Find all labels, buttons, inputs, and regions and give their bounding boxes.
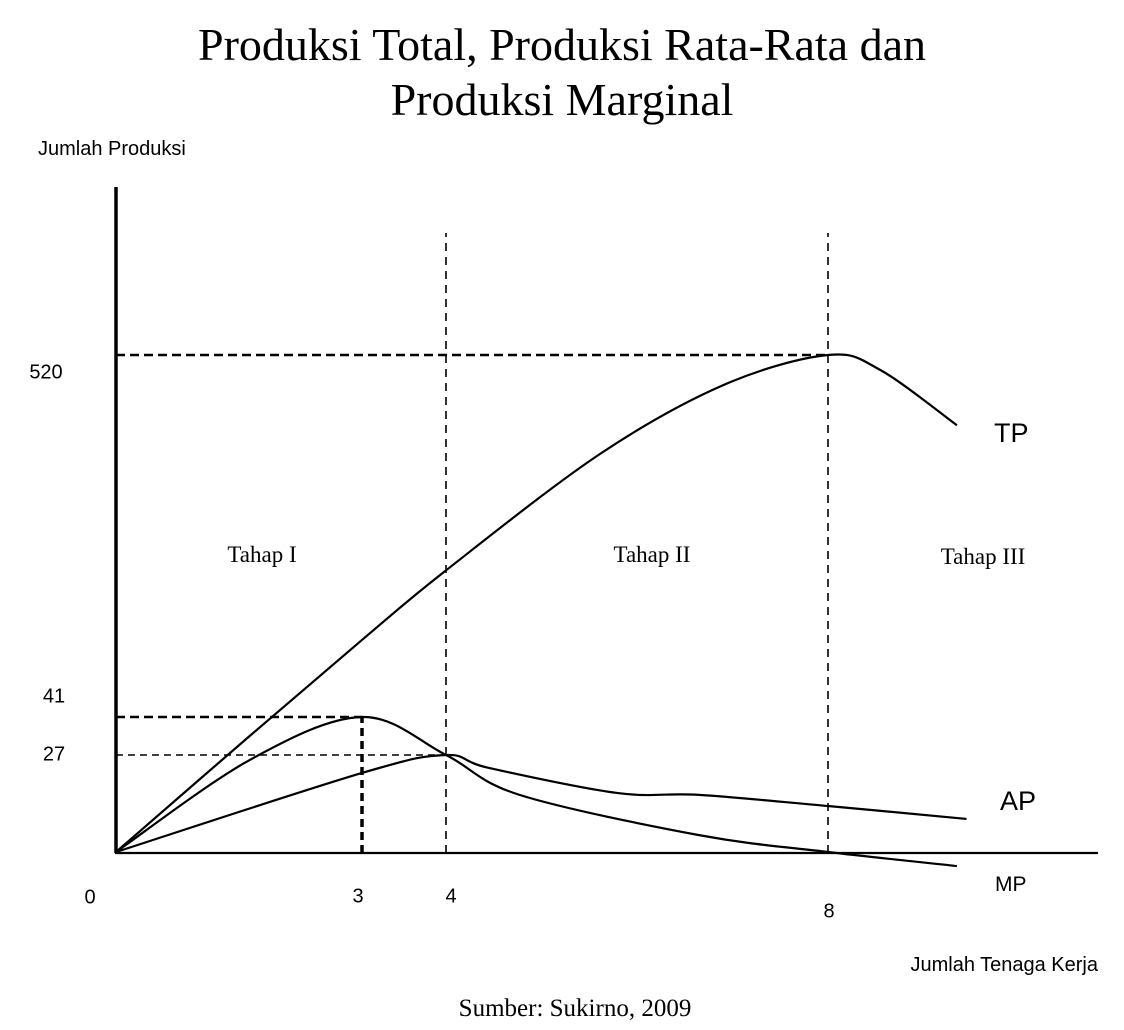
series-label-tp: TP (994, 418, 1029, 448)
series-label-mp: MP (995, 873, 1027, 896)
chart-title-line-1: Produksi Total, Produksi Rata-Rata dan (197, 19, 927, 70)
stage-label-1: Tahap I (227, 542, 297, 567)
stage-label-2: Tahap II (613, 542, 691, 567)
curve-ap (115, 753, 967, 854)
series-label-ap: AP (1000, 786, 1037, 816)
curves (115, 353, 967, 868)
curve-mp (115, 715, 958, 868)
x-tick-8: 8 (823, 900, 835, 923)
y-tick-41: 41 (42, 685, 66, 708)
reference-lines (116, 233, 829, 853)
x-tick-4: 4 (445, 885, 457, 908)
y-tick-27: 27 (42, 743, 66, 766)
source-note: Sumber: Sukirno, 2009 (458, 995, 692, 1022)
curve-tp (115, 353, 958, 853)
y-axis-label: Jumlah Produksi (38, 138, 186, 160)
y-tick-520: 520 (29, 361, 63, 384)
stage-label-3: Tahap III (940, 544, 1026, 569)
x-axis-label: Jumlah Tenaga Kerja (910, 954, 1098, 976)
x-tick-3: 3 (352, 885, 364, 908)
x-tick-0: 0 (84, 886, 96, 909)
chart-title-line-2: Produksi Marginal (390, 74, 734, 125)
